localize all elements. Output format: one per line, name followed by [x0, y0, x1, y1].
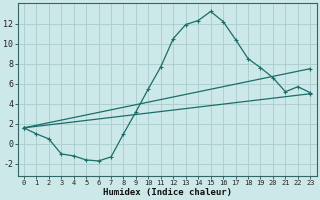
- X-axis label: Humidex (Indice chaleur): Humidex (Indice chaleur): [103, 188, 232, 197]
